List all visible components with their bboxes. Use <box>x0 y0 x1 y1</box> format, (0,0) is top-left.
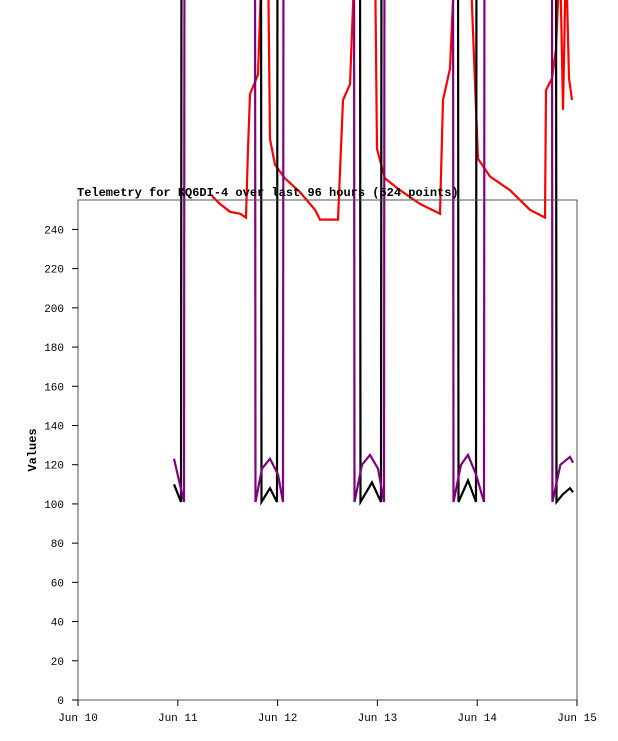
x-tick-label: Jun 11 <box>158 713 198 725</box>
y-tick-label: 80 <box>51 539 64 551</box>
y-tick-label: 160 <box>44 382 64 394</box>
y-tick-label: 120 <box>44 461 64 473</box>
y-tick-label: 200 <box>44 304 64 316</box>
y-tick-label: 180 <box>44 343 64 355</box>
y-tick-label: 60 <box>51 578 64 590</box>
series-line-black <box>172 0 574 507</box>
y-tick-label: 20 <box>51 657 64 669</box>
x-tick-label: Jun 14 <box>457 713 497 725</box>
y-tick-label: 140 <box>44 421 64 433</box>
x-tick-label: Jun 12 <box>258 713 298 725</box>
y-tick-label: 40 <box>51 618 64 630</box>
y-tick-label: 0 <box>57 696 64 708</box>
chart-title: Telemetry for KQ6DI-4 over last 96 hours… <box>77 186 459 200</box>
y-tick-label: 220 <box>44 265 64 277</box>
y-tick-label: 240 <box>44 225 64 237</box>
x-tick-label: Jun 13 <box>358 713 398 725</box>
series-layer <box>172 0 574 507</box>
y-tick-label: 100 <box>44 500 64 512</box>
x-tick-label: Jun 10 <box>58 713 98 725</box>
axis-layer: 0 20 40 60 80 100 120 140 160 180 200 220 240 Jun 10 J… <box>44 225 597 725</box>
series-line-red <box>211 0 574 221</box>
plot-frame <box>77 199 578 701</box>
series-line-purple <box>172 0 574 503</box>
y-axis-label: Values <box>26 428 40 471</box>
x-tick-label: Jun 15 <box>557 713 597 725</box>
